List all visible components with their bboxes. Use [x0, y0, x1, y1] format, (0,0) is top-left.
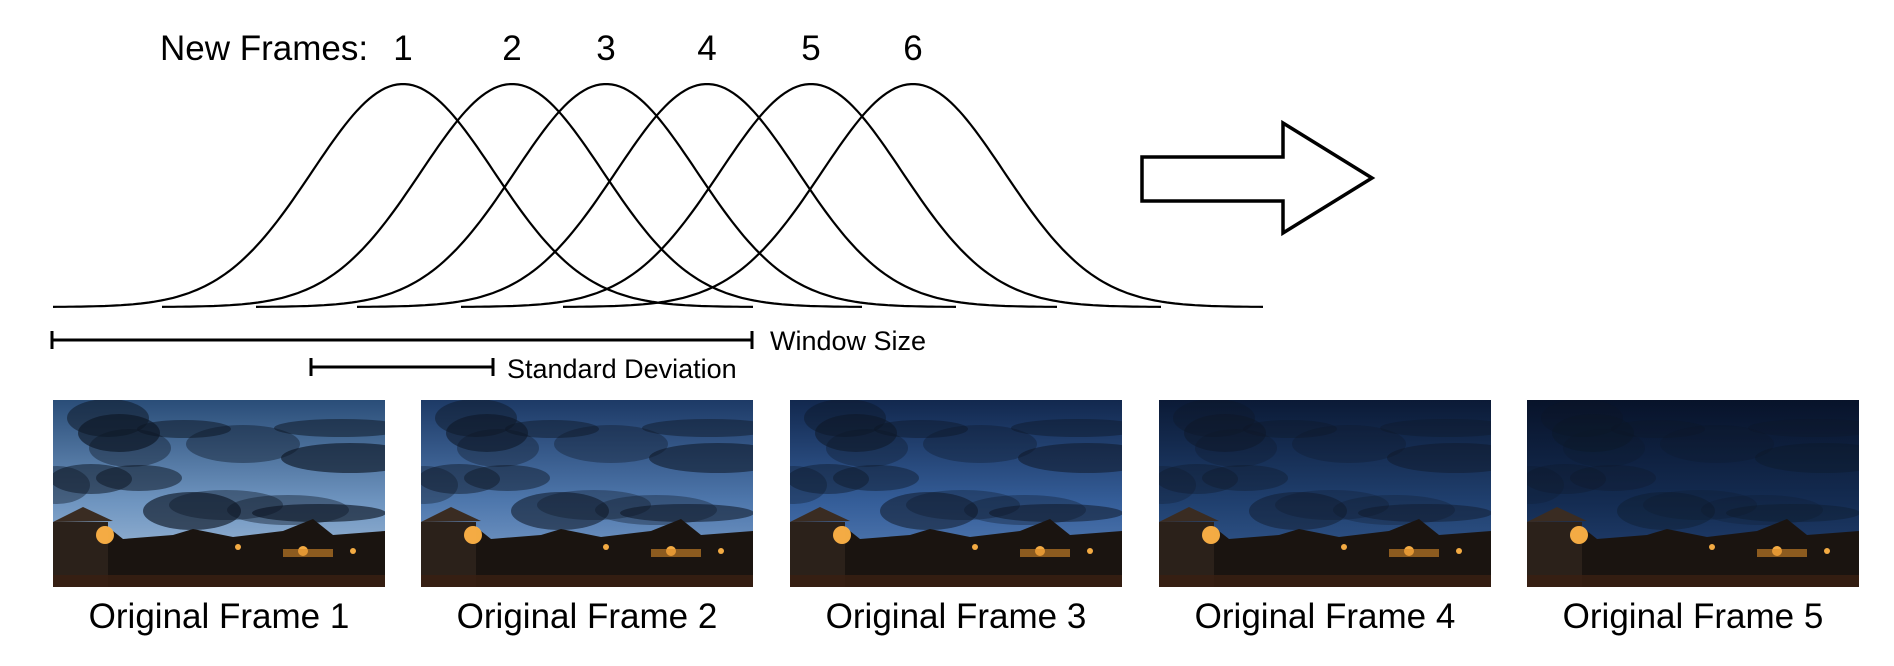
frame-number: 2: [502, 29, 521, 68]
std-dev-bar: [309, 358, 495, 376]
right-arrow-icon: [1140, 119, 1376, 237]
frame-number: 6: [903, 29, 922, 68]
frame-number: 4: [697, 29, 716, 68]
gaussian-curves: [52, 83, 1264, 308]
gaussian-curve: [52, 83, 754, 308]
original-frame-label: Original Frame 1: [89, 597, 350, 636]
window-size-bar: [50, 331, 754, 349]
gaussian-curve: [356, 83, 1058, 308]
original-frames: Original Frame 1 Original Frame 2 Original…: [53, 400, 1859, 636]
original-frame-label: Original Frame 3: [826, 597, 1087, 636]
frame-number: 5: [801, 29, 820, 68]
frame-numbers: 1 2 3 4 5 6: [393, 29, 922, 68]
original-frame-label: Original Frame 4: [1195, 597, 1456, 636]
frame-number: 1: [393, 29, 412, 68]
std-dev-label: Standard Deviation: [507, 354, 737, 384]
original-frame-thumbnail: [1159, 400, 1491, 587]
original-frame-thumbnail: [790, 400, 1122, 587]
gaussian-curve: [460, 83, 1162, 308]
original-frame-thumbnail: [421, 400, 753, 587]
window-size-label: Window Size: [770, 326, 926, 356]
new-frames-label: New Frames:: [160, 29, 368, 68]
original-frame-thumbnail: [1527, 400, 1859, 587]
gaussian-curve: [255, 83, 957, 308]
original-frame-label: Original Frame 2: [457, 597, 718, 636]
gaussian-curve: [562, 83, 1264, 308]
original-frame-thumbnail: [53, 400, 385, 587]
original-frame-label: Original Frame 5: [1563, 597, 1824, 636]
frame-number: 3: [596, 29, 615, 68]
gaussian-curve: [161, 83, 863, 308]
